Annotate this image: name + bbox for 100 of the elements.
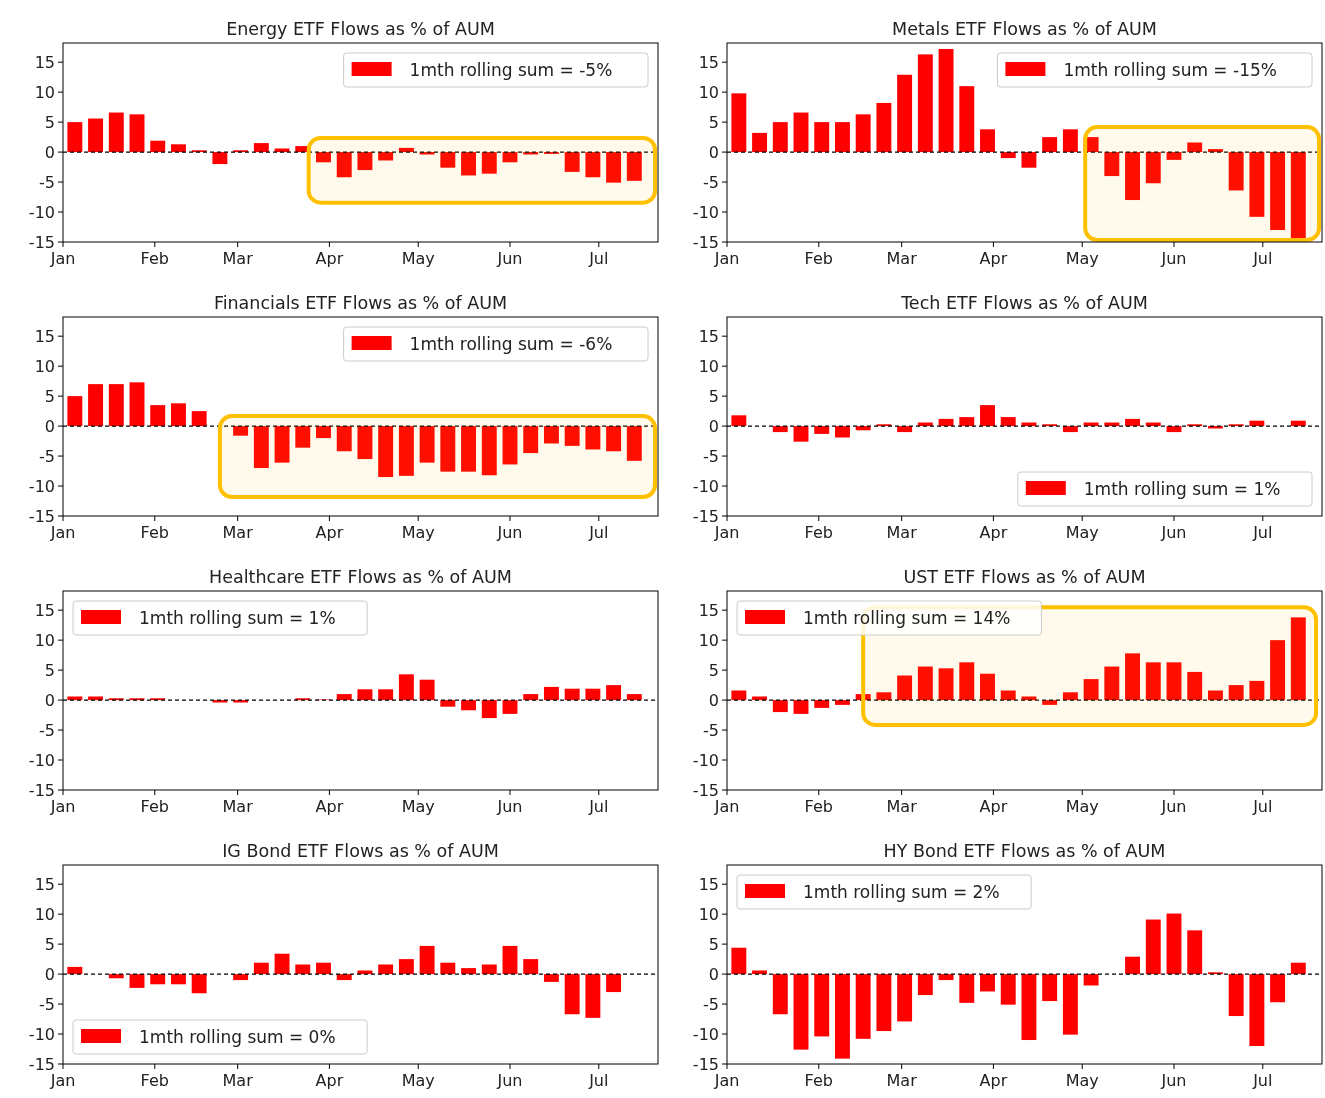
chart-title: Financials ETF Flows as % of AUM (213, 293, 508, 313)
y-tick-label: -10 (28, 202, 55, 222)
legend-label: 1mth rolling sum = -15% (1063, 59, 1277, 80)
y-tick-label: 10 (698, 82, 719, 102)
x-tick-label: Feb (804, 1071, 833, 1090)
y-tick-label: 15 (34, 600, 55, 620)
chart-title: UST ETF Flows as % of AUM (903, 567, 1146, 587)
chart-title: IG Bond ETF Flows as % of AUM (222, 841, 499, 861)
x-tick-label: Mar (222, 249, 254, 268)
x-tick-label: Jun (1160, 797, 1187, 816)
y-tick-label: -5 (39, 446, 55, 466)
y-tick-label: -5 (703, 446, 719, 466)
y-tick-label: 0 (708, 142, 719, 162)
y-tick-label: 0 (44, 964, 55, 984)
y-tick-label: 5 (44, 386, 55, 406)
y-tick-label: -10 (692, 750, 719, 770)
x-tick-label: May (1065, 249, 1099, 268)
x-tick-label: Jan (713, 523, 740, 542)
x-tick-label: Jan (49, 249, 76, 268)
y-tick-label: 5 (708, 386, 719, 406)
x-tick-label: Mar (222, 523, 254, 542)
y-tick-label: -10 (692, 202, 719, 222)
y-tick-label: -15 (692, 506, 719, 526)
x-tick-label: Jun (1160, 523, 1187, 542)
y-tick-label: -15 (692, 232, 719, 252)
x-tick-label: Apr (315, 797, 344, 816)
legend-label: 1mth rolling sum = 1% (139, 607, 336, 628)
x-tick-label: Jun (1160, 249, 1187, 268)
x-tick-label: Jul (1252, 523, 1273, 542)
y-tick-label: -5 (703, 720, 719, 740)
legend-label: 1mth rolling sum = 14% (803, 607, 1011, 628)
x-tick-label: Jun (1160, 1071, 1187, 1090)
y-tick-label: 0 (44, 142, 55, 162)
x-tick-label: Feb (140, 523, 169, 542)
y-tick-label: 5 (44, 660, 55, 680)
x-tick-label: Feb (804, 797, 833, 816)
y-tick-label: 5 (44, 934, 55, 954)
y-tick-label: -5 (703, 994, 719, 1014)
legend-label: 1mth rolling sum = 1% (1083, 478, 1281, 499)
x-tick-label: Jun (496, 523, 523, 542)
x-tick-label: Jul (1252, 797, 1273, 816)
y-tick-label: 5 (708, 112, 719, 132)
x-tick-label: May (1065, 797, 1099, 816)
y-tick-label: 15 (698, 874, 719, 894)
x-tick-label: Jan (49, 797, 76, 816)
x-tick-label: Jan (713, 1071, 740, 1090)
y-tick-label: 15 (698, 600, 719, 620)
x-tick-label: Apr (315, 1071, 344, 1090)
x-tick-label: Apr (979, 1071, 1008, 1090)
y-tick-label: 10 (34, 82, 55, 102)
y-tick-label: 0 (708, 964, 719, 984)
legend-label: 1mth rolling sum = -5% (409, 59, 613, 80)
x-tick-label: Jul (1252, 1071, 1273, 1090)
x-tick-label: Mar (222, 797, 254, 816)
x-tick-label: Mar (886, 1071, 918, 1090)
y-tick-label: 5 (708, 660, 719, 680)
legend-label: 1mth rolling sum = -6% (409, 333, 613, 354)
y-tick-label: 10 (698, 904, 719, 924)
y-tick-label: 10 (34, 630, 55, 650)
x-tick-label: Feb (140, 1071, 169, 1090)
y-tick-label: -15 (28, 780, 55, 800)
y-tick-label: 5 (44, 112, 55, 132)
chart-title: Energy ETF Flows as % of AUM (226, 19, 495, 39)
x-tick-label: Jul (588, 249, 609, 268)
x-tick-label: Apr (979, 797, 1008, 816)
y-tick-label: -5 (39, 720, 55, 740)
x-tick-label: May (401, 797, 435, 816)
y-tick-label: -15 (692, 1054, 719, 1074)
y-tick-label: -10 (28, 476, 55, 496)
x-tick-label: Apr (979, 249, 1008, 268)
chart-title: HY Bond ETF Flows as % of AUM (883, 841, 1166, 861)
x-tick-label: Jun (496, 249, 523, 268)
x-tick-label: Jun (496, 797, 523, 816)
y-tick-label: 15 (34, 874, 55, 894)
x-tick-label: Jul (588, 523, 609, 542)
x-tick-label: May (401, 249, 435, 268)
x-tick-label: May (401, 523, 435, 542)
y-tick-label: 15 (34, 326, 55, 346)
chart-title: Tech ETF Flows as % of AUM (900, 293, 1148, 313)
y-tick-label: -15 (28, 1054, 55, 1074)
x-tick-label: May (1065, 1071, 1099, 1090)
y-tick-label: 0 (44, 690, 55, 710)
x-tick-label: Apr (979, 523, 1008, 542)
y-tick-label: 15 (698, 52, 719, 72)
y-tick-label: -10 (692, 476, 719, 496)
x-tick-label: Jan (713, 797, 740, 816)
y-tick-label: 10 (698, 356, 719, 376)
x-tick-label: Feb (804, 249, 833, 268)
y-tick-label: 5 (708, 934, 719, 954)
x-tick-label: Jan (49, 1071, 76, 1090)
legend-label: 1mth rolling sum = 0% (139, 1026, 336, 1047)
y-tick-label: 0 (708, 416, 719, 436)
x-tick-label: Apr (315, 523, 344, 542)
x-tick-label: Feb (140, 797, 169, 816)
x-tick-label: Jul (588, 1071, 609, 1090)
y-tick-label: 10 (34, 904, 55, 924)
chart-title: Metals ETF Flows as % of AUM (892, 19, 1157, 39)
y-tick-label: -10 (28, 750, 55, 770)
y-tick-label: 0 (708, 690, 719, 710)
legend-label: 1mth rolling sum = 2% (803, 881, 1000, 902)
